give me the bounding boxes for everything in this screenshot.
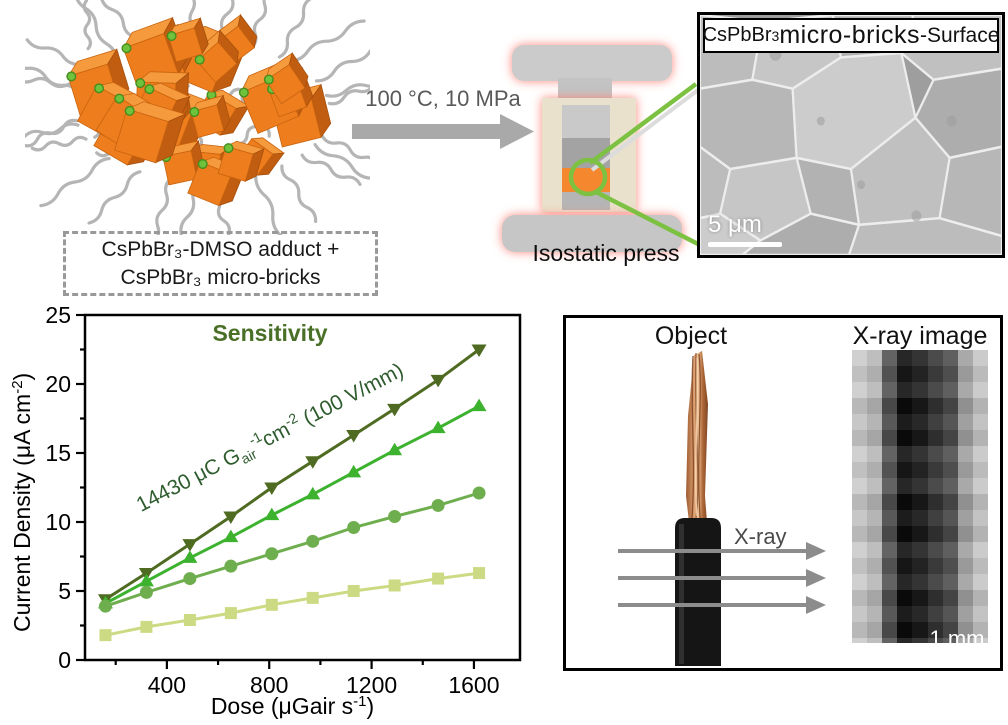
sensitivity-chart: 400 800 1200 1600 0 5 10 15 20 25 Dose (μGair s-1)… [0,300,545,725]
xray-column-4 [912,350,928,643]
xray-beam-arrow-3 [618,596,826,614]
y-tick-label: 5 [58,578,71,604]
process-arrow [352,114,534,149]
micro-bricks-cluster-illustration [25,0,370,235]
xray-beam-arrow-2 [618,569,826,587]
x-axis-title: Dose (μGair s-1) [211,693,374,719]
sem-label-formula: CsPbBr [702,24,772,46]
ligand-head-dot [114,93,125,104]
xray-radiograph-image [852,350,988,643]
sem-scalebar-line [708,242,782,247]
series-triangle-down [97,344,487,607]
ligand-head-dot [223,143,234,154]
xray-column-0 [852,350,868,643]
xray-column-8 [972,350,988,643]
sem-scalebar: 5 μm [708,211,782,247]
sem-label-main: micro-bricks [779,21,921,49]
xray-beam-label: X-ray [734,524,787,549]
series-circle [98,486,486,613]
object-label: Object [654,322,728,350]
wire-insulation [675,518,721,666]
isostatic-press-illustration [352,45,700,252]
xray-column-5 [927,350,943,643]
y-tick-label: 15 [45,440,71,466]
xray-scalebar-label: 1 mm [929,626,985,651]
ligand-head-dot [238,87,249,98]
x-tick-label: 400 [148,672,186,698]
ligand-head-dot [189,106,200,117]
x-tick-label: 800 [250,672,288,698]
axis-ticks [76,313,476,669]
press-label: Isostatic press [532,240,680,266]
y-tick-label: 20 [45,371,71,397]
y-tick-label: 10 [45,509,71,535]
ligand-head-dot [135,78,146,89]
y-axis-title: Current Density (μA cm-2) [9,373,35,632]
ligand-head-dot [94,83,105,94]
strand-lines [691,352,701,519]
ligand-head-dot [197,158,208,169]
orange-micro-bricks [66,13,332,207]
tick-labels: 400 800 1200 1600 0 5 10 15 20 25 [45,302,499,698]
chart-plot-area: 400 800 1200 1600 0 5 10 15 20 25 Dose (μGair s-1)… [9,302,522,719]
xray-column-3 [897,350,913,643]
cluster-caption-box: CsPbBr₃-DMSO adduct + CsPbBr₃ micro-bric… [63,231,378,296]
process-conditions-label: 100 °C, 10 MPa [365,86,521,111]
xray-column-7 [957,350,973,643]
ligand-head-dot [121,43,132,54]
x-tick-label: 1200 [346,672,397,698]
xray-column-6 [942,350,958,643]
sem-micrograph-panel: CsPbBr 3 micro-bricks -Surface 5 μm [697,12,1005,258]
xray-scalebar: 1 mm [924,626,990,660]
ligand-head-dot [124,105,135,116]
sem-label-bar: CsPbBr 3 micro-bricks -Surface [703,18,999,53]
y-tick-label: 25 [45,302,71,328]
sem-scalebar-label: 5 μm [708,211,762,238]
xray-column-1 [867,350,883,643]
xray-column-2 [882,350,898,643]
cluster-caption-line2: CsPbBr₃ micro-bricks [120,265,321,289]
ligand-head-dot [66,71,77,82]
wire-object-image [675,351,721,666]
xray-pixelation-overlay [852,350,988,643]
ligand-head-dot [166,31,177,42]
xray-beam-arrow-1 [618,542,826,560]
magnifier-callout [568,82,700,247]
xray-imaging-panel: Object X-ray image X-ray 1 mm [563,315,1003,671]
chart-inset-title: Sensitivity [212,320,328,346]
y-tick-label: 0 [58,647,71,673]
ligand-head-dot [144,84,155,95]
x-tick-label: 1600 [448,672,499,698]
ligand-head-dot [263,74,274,85]
series-square [99,567,486,642]
sem-label-suffix: -Surface [920,23,1000,47]
cluster-caption-line1: CsPbBr₃-DMSO adduct + [101,237,340,261]
sem-label-formula-sub: 3 [771,27,780,44]
ligand-head-dot [194,54,205,65]
xray-image-label: X-ray image [852,322,988,350]
xray-scalebar-line [924,655,990,660]
